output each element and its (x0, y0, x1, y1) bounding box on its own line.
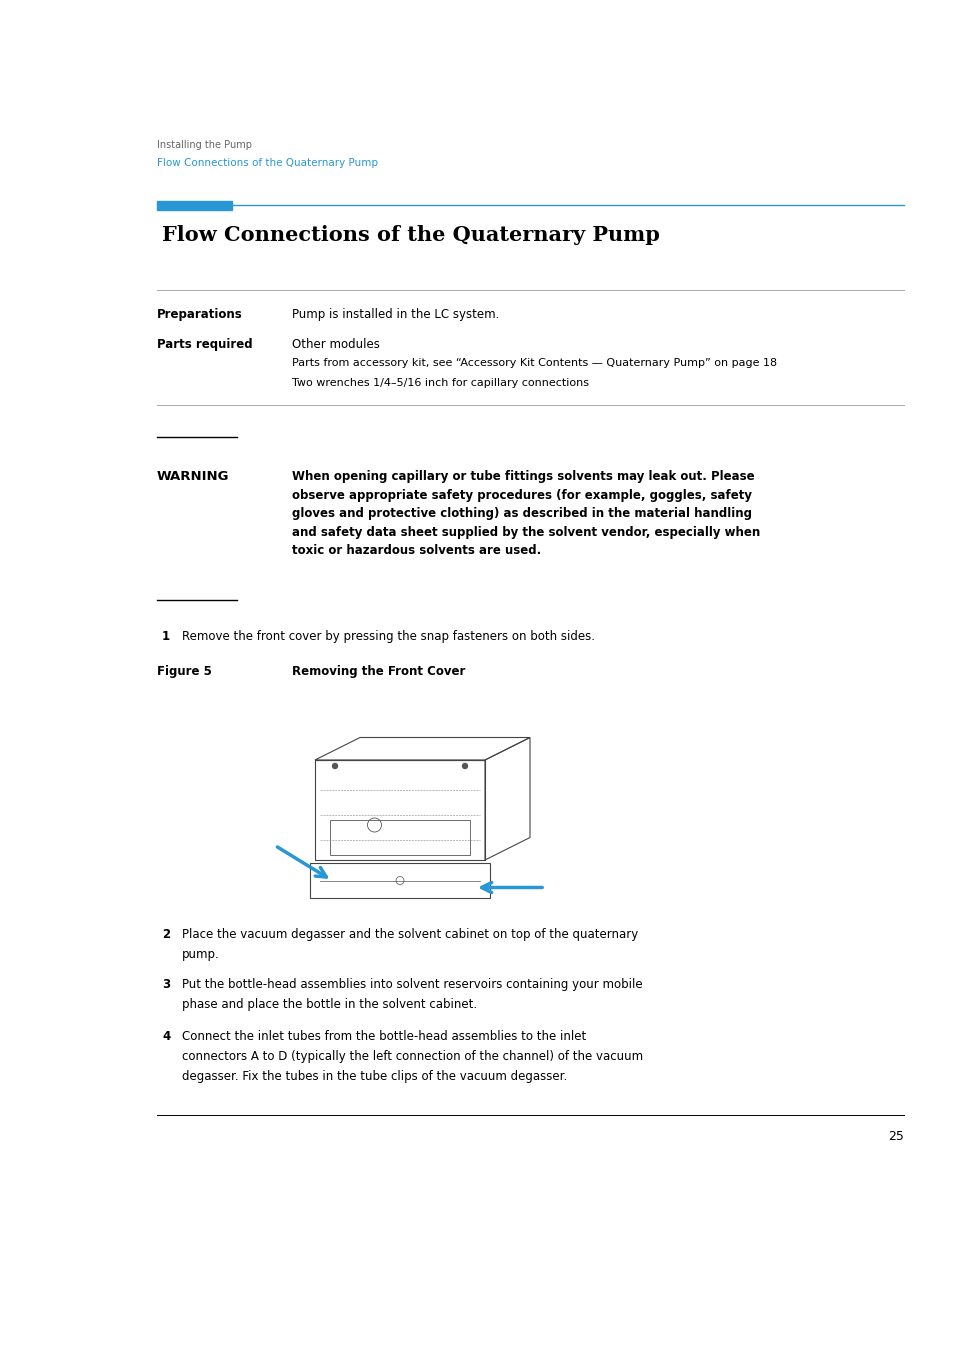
Circle shape (333, 763, 337, 769)
Text: 2: 2 (162, 928, 170, 942)
Text: Pump is installed in the LC system.: Pump is installed in the LC system. (292, 308, 498, 322)
Text: Flow Connections of the Quaternary Pump: Flow Connections of the Quaternary Pump (162, 226, 659, 245)
Text: connectors A to D (typically the left connection of the channel) of the vacuum: connectors A to D (typically the left co… (182, 1050, 642, 1063)
Text: Put the bottle-head assemblies into solvent reservoirs containing your mobile: Put the bottle-head assemblies into solv… (182, 978, 642, 992)
Circle shape (462, 763, 467, 769)
Bar (330, 820, 470, 855)
Text: Flow Connections of the Quaternary Pump: Flow Connections of the Quaternary Pump (157, 158, 377, 168)
Text: phase and place the bottle in the solvent cabinet.: phase and place the bottle in the solven… (182, 998, 476, 1011)
Text: Parts from accessory kit, see “Accessory Kit Contents — Quaternary Pump” on page: Parts from accessory kit, see “Accessory… (292, 358, 777, 367)
Text: Removing the Front Cover: Removing the Front Cover (292, 665, 465, 678)
Text: Place the vacuum degasser and the solvent cabinet on top of the quaternary: Place the vacuum degasser and the solven… (182, 928, 638, 942)
Text: 1: 1 (162, 630, 170, 643)
Text: When opening capillary or tube fittings solvents may leak out. Please: When opening capillary or tube fittings … (292, 470, 754, 484)
Bar (310, 863, 490, 898)
Text: gloves and protective clothing) as described in the material handling: gloves and protective clothing) as descr… (292, 507, 751, 520)
Text: WARNING: WARNING (157, 470, 230, 484)
Text: degasser. Fix the tubes in the tube clips of the vacuum degasser.: degasser. Fix the tubes in the tube clip… (182, 1070, 567, 1084)
Text: Remove the front cover by pressing the snap fasteners on both sides.: Remove the front cover by pressing the s… (182, 630, 595, 643)
Text: Figure 5: Figure 5 (157, 665, 212, 678)
Text: 4: 4 (162, 1029, 170, 1043)
Text: and safety data sheet supplied by the solvent vendor, especially when: and safety data sheet supplied by the so… (292, 526, 760, 539)
Text: Two wrenches 1/4–5/16 inch for capillary connections: Two wrenches 1/4–5/16 inch for capillary… (292, 378, 588, 388)
Text: 3: 3 (162, 978, 170, 992)
Text: Other modules: Other modules (292, 338, 379, 351)
Text: Parts required: Parts required (157, 338, 253, 351)
Text: observe appropriate safety procedures (for example, goggles, safety: observe appropriate safety procedures (f… (292, 489, 751, 501)
Text: Connect the inlet tubes from the bottle-head assemblies to the inlet: Connect the inlet tubes from the bottle-… (182, 1029, 586, 1043)
Text: Preparations: Preparations (157, 308, 242, 322)
Text: Installing the Pump: Installing the Pump (157, 141, 252, 150)
Text: toxic or hazardous solvents are used.: toxic or hazardous solvents are used. (292, 544, 540, 557)
Bar (157, 200, 232, 209)
Text: 25: 25 (887, 1129, 903, 1143)
Text: pump.: pump. (182, 948, 219, 961)
